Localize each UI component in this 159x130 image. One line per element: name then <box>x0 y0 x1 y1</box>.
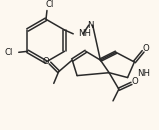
Text: NH: NH <box>137 69 150 78</box>
Text: O: O <box>43 57 49 66</box>
Text: O: O <box>143 44 149 53</box>
Text: NH: NH <box>78 29 91 38</box>
Text: N: N <box>87 21 94 30</box>
Text: Cl: Cl <box>5 48 13 57</box>
Text: O: O <box>132 77 139 86</box>
Text: Cl: Cl <box>46 0 54 9</box>
